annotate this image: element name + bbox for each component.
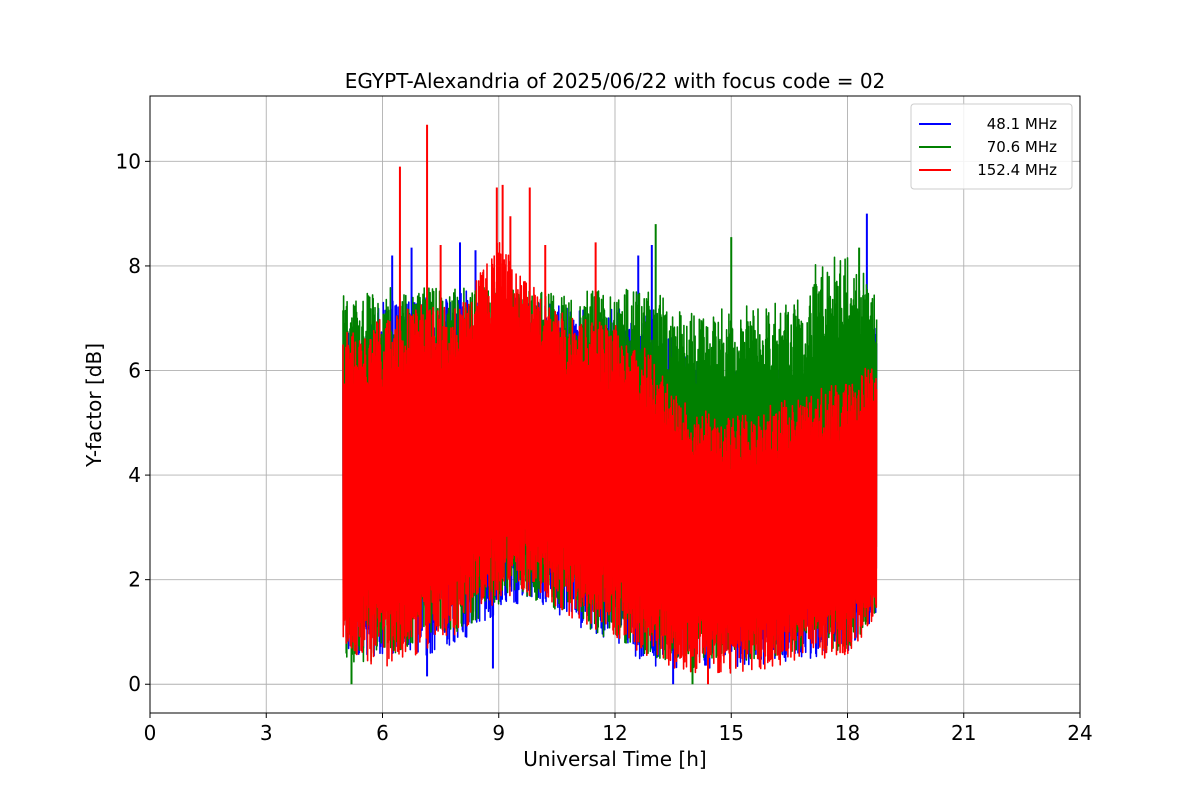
x-tick-label: 15 — [719, 721, 744, 745]
y-tick-label: 4 — [128, 463, 141, 487]
x-tick-label: 9 — [492, 721, 505, 745]
x-tick-label: 18 — [835, 721, 860, 745]
y-axis-label: Y-factor [dB] — [82, 343, 106, 468]
legend: 48.1 MHz 70.6 MHz 152.4 MHz — [910, 103, 1073, 190]
x-tick-label: 6 — [376, 721, 389, 745]
x-tick-label: 24 — [1067, 721, 1092, 745]
legend-label: 70.6 MHz — [987, 138, 1057, 156]
series-152-4-mhz — [342, 124, 878, 685]
y-tick-label: 0 — [128, 672, 141, 696]
x-tick-label: 21 — [951, 721, 976, 745]
x-tick-label: 0 — [144, 721, 157, 745]
y-tick-label: 10 — [116, 149, 141, 173]
x-tick-label: 12 — [602, 721, 627, 745]
series-line — [342, 242, 878, 674]
x-tick-label: 3 — [260, 721, 273, 745]
plot-series — [342, 124, 878, 685]
x-axis-label: Universal Time [h] — [523, 747, 706, 771]
y-tick-label: 2 — [128, 568, 141, 592]
y-tick-label: 8 — [128, 254, 141, 278]
y-tick-label: 6 — [128, 359, 141, 383]
legend-label: 48.1 MHz — [987, 115, 1057, 133]
legend-label: 152.4 MHz — [977, 161, 1057, 179]
legend-box — [910, 103, 1073, 190]
chart-title: EGYPT-Alexandria of 2025/06/22 with focu… — [345, 69, 886, 93]
